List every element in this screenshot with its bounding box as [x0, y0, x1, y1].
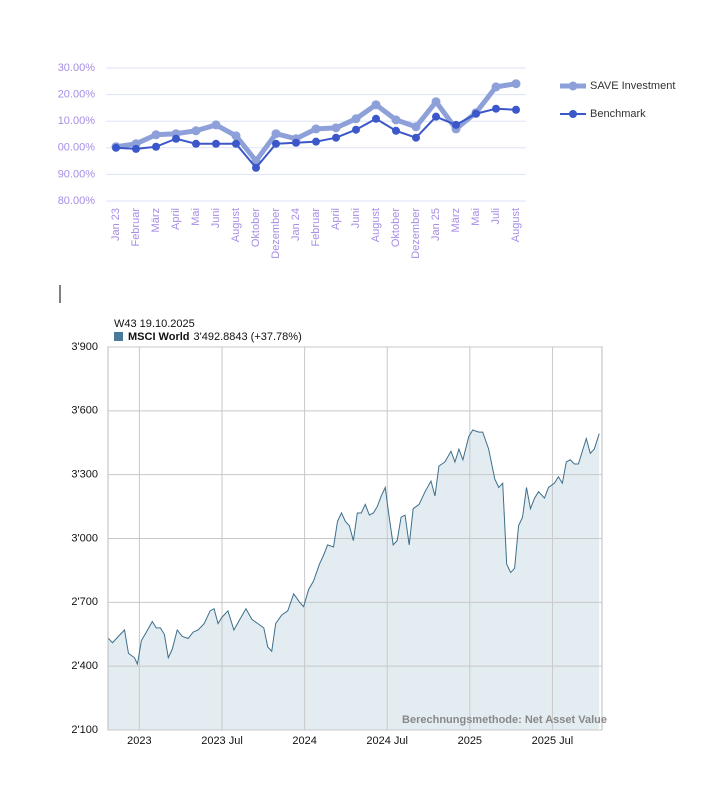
- x-tick-label: 2023: [127, 735, 151, 747]
- x-tick-label: Jan 23: [110, 208, 122, 241]
- marker: [511, 79, 521, 89]
- x-tick-label: Mai: [470, 208, 482, 226]
- marker: [271, 129, 281, 139]
- x-tick-label: Jan 24: [290, 208, 302, 241]
- x-tick-label: Februar: [310, 208, 322, 247]
- annotation: Berechnungsmethode: Net Asset Value: [402, 714, 607, 726]
- marker: [212, 139, 220, 148]
- marker: [491, 82, 501, 92]
- legend-label: MSCI World: [128, 331, 190, 343]
- marker: [211, 120, 221, 130]
- marker: [132, 144, 140, 153]
- x-tick-label: Dezember: [270, 208, 282, 259]
- y-tick-label: 3'000: [71, 532, 98, 544]
- x-tick-label: August: [370, 208, 382, 242]
- x-tick-label: Oktober: [390, 208, 402, 247]
- marker: [452, 120, 460, 129]
- legend-value: 3'492.8843 (+37.78%): [194, 331, 302, 343]
- y-tick-label: 3'900: [71, 341, 98, 353]
- y-tick-label: 80.00%: [58, 195, 96, 207]
- line-chart: 80.00% 90.00% 00.00% 10.00% 20.00% 30.00% Jan …: [58, 62, 676, 259]
- marker: [151, 130, 161, 140]
- marker: [312, 137, 320, 146]
- x-tick-label: Juni: [350, 208, 362, 228]
- x-tick-label: 2024: [292, 735, 316, 747]
- marker: [372, 114, 380, 123]
- marker: [431, 97, 441, 107]
- y-tick-label: 10.00%: [58, 115, 96, 127]
- marker: [232, 139, 240, 148]
- x-tick-label: August: [510, 208, 522, 242]
- x-tick-label: 2023 Jul: [201, 735, 243, 747]
- legend-swatch: [114, 332, 123, 341]
- marker: [192, 139, 200, 148]
- x-tick-label: März: [150, 208, 162, 232]
- legend-label: Benchmark: [590, 108, 646, 120]
- y-tick-label: 3'300: [71, 469, 98, 481]
- y-tick-label: 3'600: [71, 405, 98, 417]
- x-tick-label: 2024 Jul: [366, 735, 408, 747]
- marker: [292, 138, 300, 147]
- x-tick-label: 2025 Jul: [532, 735, 574, 747]
- marker: [251, 156, 261, 166]
- marker: [311, 124, 321, 134]
- legend-label: SAVE Investment: [590, 80, 675, 92]
- marker: [391, 115, 401, 125]
- x-tick-label: Juli: [490, 208, 502, 225]
- marker: [351, 114, 361, 124]
- marker: [472, 109, 480, 118]
- marker: [392, 126, 400, 135]
- x-tick-label: August: [230, 208, 242, 242]
- marker: [112, 143, 120, 152]
- area-fill: [108, 429, 600, 730]
- series-line: [108, 429, 600, 666]
- y-tick-label: 20.00%: [58, 89, 96, 101]
- marker: [252, 163, 260, 172]
- marker: [411, 122, 421, 132]
- x-tick-label: Oktober: [250, 208, 262, 247]
- marker: [412, 133, 420, 142]
- marker: [152, 142, 160, 151]
- x-tick-label: Februar: [130, 208, 142, 247]
- marker: [512, 105, 520, 114]
- marker: [432, 112, 440, 121]
- y-tick-label: 90.00%: [58, 168, 96, 180]
- x-tick-label: Juni: [210, 208, 222, 228]
- x-tick-label: März: [450, 208, 462, 232]
- y-tick-label: 2'700: [71, 596, 98, 608]
- marker: [331, 123, 341, 133]
- marker: [492, 104, 500, 113]
- x-tick-label: April: [170, 208, 182, 230]
- chart-title: W43 19.10.2025: [114, 318, 195, 330]
- marker: [231, 131, 241, 141]
- y-tick-label: 2'400: [71, 660, 98, 672]
- area-chart: 2'100 2'400 2'700 3'000 3'300 3'600 3'900 2023 2…: [71, 318, 607, 747]
- x-tick-label: 2025: [458, 735, 482, 747]
- x-tick-label: Jan 25: [430, 208, 442, 241]
- y-tick-label: 2'100: [71, 724, 98, 736]
- x-tick-label: Dezember: [410, 208, 422, 259]
- y-tick-label: 30.00%: [58, 62, 96, 74]
- marker: [172, 134, 180, 143]
- marker: [191, 126, 201, 136]
- x-tick-label: April: [330, 208, 342, 230]
- marker: [332, 133, 340, 142]
- marker: [272, 139, 280, 148]
- marker: [371, 100, 381, 110]
- marker: [352, 125, 360, 134]
- legend-marker: [568, 81, 578, 91]
- x-tick-label: Mai: [190, 208, 202, 226]
- y-tick-label: 00.00%: [58, 142, 96, 154]
- legend-marker: [569, 110, 577, 118]
